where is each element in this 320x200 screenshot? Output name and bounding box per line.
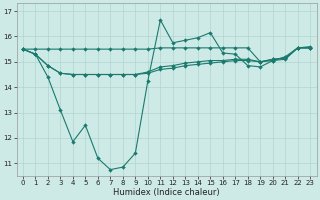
X-axis label: Humidex (Indice chaleur): Humidex (Indice chaleur) xyxy=(113,188,220,197)
